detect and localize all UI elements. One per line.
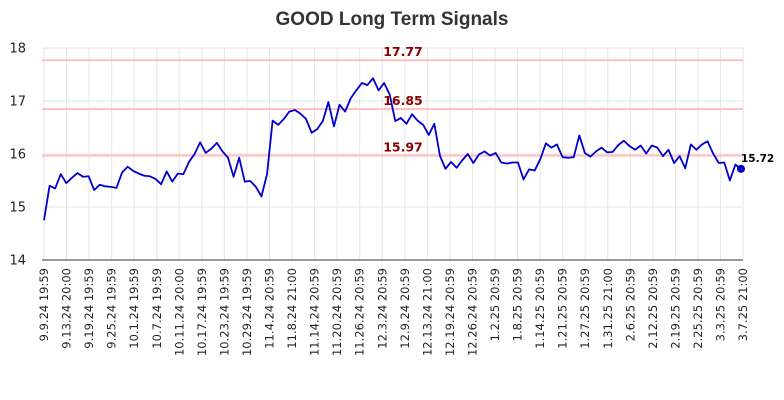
x-tick-label: 10.29.24 19:59 xyxy=(240,268,254,356)
x-tick-label: 1.14.25 20:59 xyxy=(533,268,547,349)
x-tick-label: 11.20.24 20:59 xyxy=(330,268,344,356)
x-tick-label: 9.9.24 19:59 xyxy=(37,268,51,341)
x-tick-label: 1.2.25 20:59 xyxy=(488,268,502,341)
x-tick-label: 12.3.24 20:59 xyxy=(375,268,389,349)
x-tick-label: 12.26.24 20:59 xyxy=(465,268,479,356)
y-tick-label: 15 xyxy=(9,201,26,216)
chart-title: GOOD Long Term Signals xyxy=(276,9,509,30)
x-tick-label: 1.27.25 20:59 xyxy=(578,268,592,349)
x-tick-label: 11.14.24 20:59 xyxy=(308,268,322,356)
x-tick-label: 12.19.24 20:59 xyxy=(443,268,457,356)
x-tick-label: 11.26.24 20:59 xyxy=(353,268,367,356)
x-tick-label: 10.11.24 20:00 xyxy=(172,268,186,356)
x-tick-label: 10.7.24 19:59 xyxy=(150,268,164,349)
x-tick-label: 3.3.25 20:59 xyxy=(714,268,728,341)
x-tick-label: 10.23.24 19:59 xyxy=(217,268,231,356)
x-tick-label: 12.13.24 21:00 xyxy=(420,268,434,356)
price-line xyxy=(43,77,742,221)
x-tick-label: 1.21.25 20:59 xyxy=(556,268,570,349)
x-tick-label: 9.13.24 20:00 xyxy=(60,268,74,349)
last-value-dot xyxy=(737,164,745,173)
x-tick-label: 1.31.25 21:00 xyxy=(601,268,615,349)
y-tick-label: 17 xyxy=(9,95,26,110)
last-value: 15.72 xyxy=(737,153,774,173)
y-tick-label: 14 xyxy=(9,254,26,269)
y-tick-labels: 14 15 16 17 18 xyxy=(9,42,26,269)
x-tick-label: 2.12.25 20:59 xyxy=(646,268,660,349)
x-tick-label: 11.8.24 21:00 xyxy=(285,268,299,349)
x-tick-labels: 9.9.24 19:59 9.13.24 20:00 9.19.24 19:59 9.… xyxy=(37,268,750,356)
signal-label: 15.97 xyxy=(383,140,423,155)
signal-labels: 17.77 16.85 15.97 xyxy=(383,44,423,154)
x-tick-label: 10.17.24 19:59 xyxy=(195,268,209,356)
x-tick-label: 9.19.24 19:59 xyxy=(82,268,96,349)
series xyxy=(43,77,742,221)
x-tick-label: 11.4.24 20:59 xyxy=(263,268,277,349)
last-value-label: 15.72 xyxy=(741,153,774,165)
x-tick-label: 3.7.25 21:00 xyxy=(736,268,750,341)
x-tick-label: 10.1.24 19:59 xyxy=(127,268,141,349)
signal-label: 17.77 xyxy=(383,44,423,59)
x-tick-label: 2.19.25 20:59 xyxy=(668,268,682,349)
x-tick-label: 2.6.25 20:59 xyxy=(623,268,637,341)
y-tick-label: 16 xyxy=(9,148,26,163)
signal-label: 16.85 xyxy=(383,93,423,108)
x-tick-label: 1.8.25 20:59 xyxy=(511,268,525,341)
x-tick-label: 12.9.24 20:59 xyxy=(398,268,412,349)
x-tick-label: 2.25.25 20:59 xyxy=(691,268,705,349)
x-tick-label: 9.25.24 19:59 xyxy=(105,268,119,349)
y-tick-label: 18 xyxy=(9,42,26,57)
